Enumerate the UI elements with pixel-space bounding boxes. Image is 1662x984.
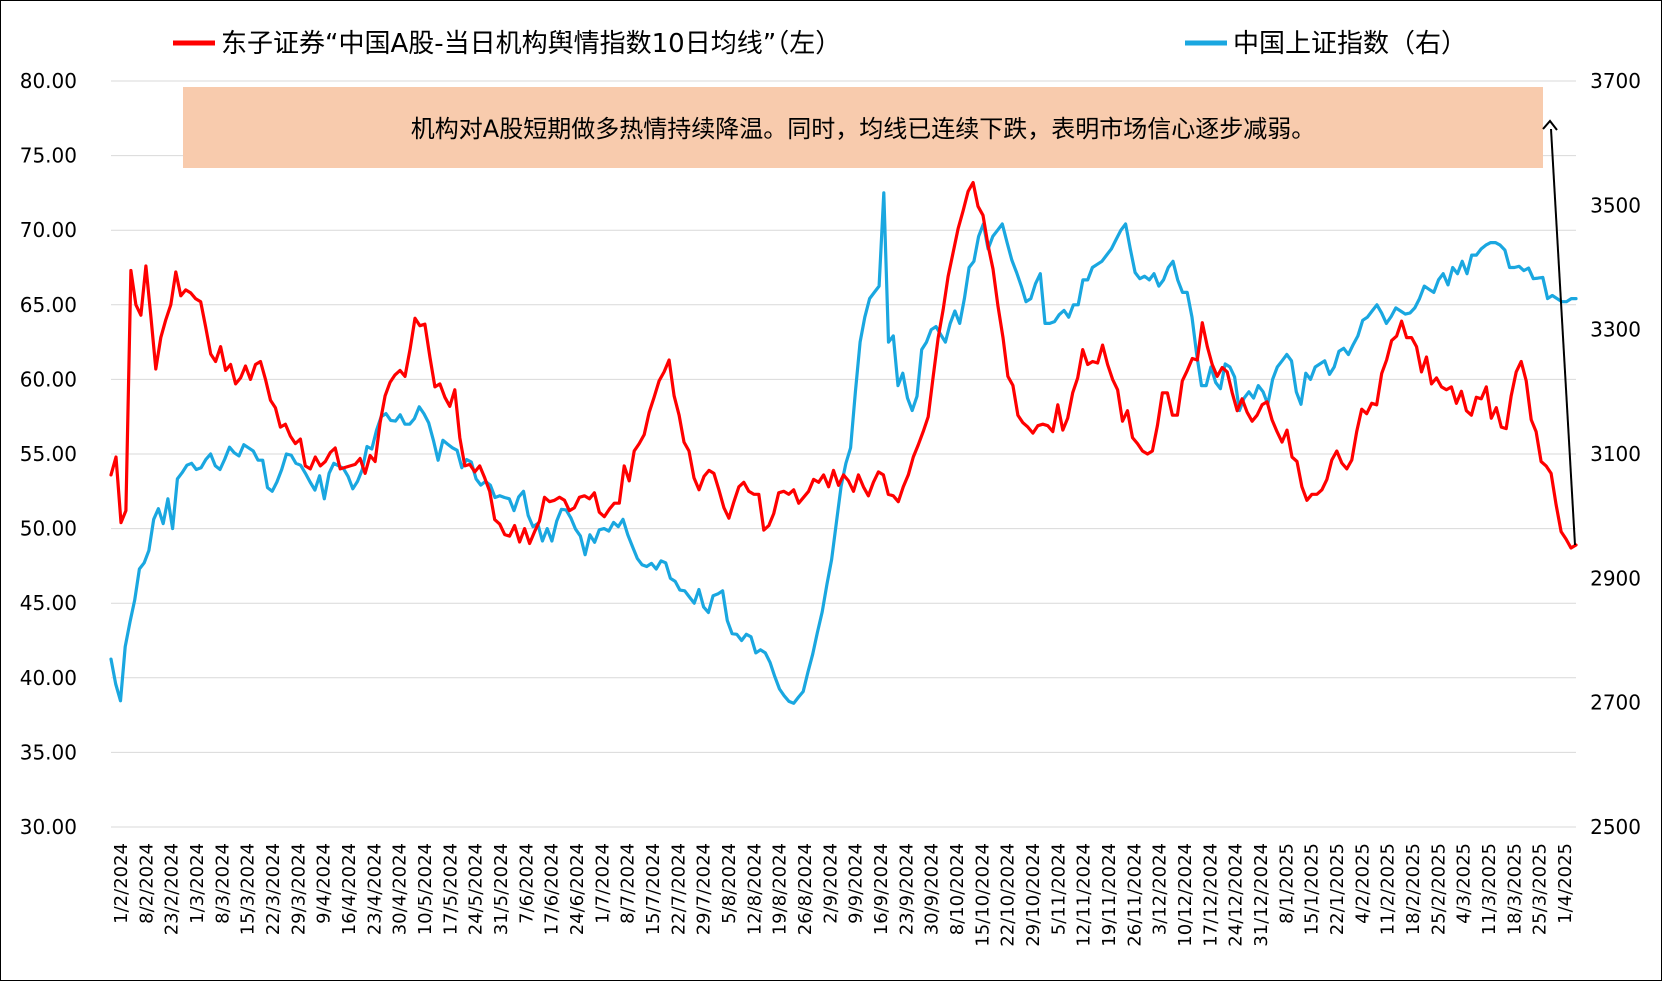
x-tick-label: 29/7/2024: [694, 843, 715, 935]
left-tick-label: 75.00: [20, 144, 77, 168]
x-tick-label: 8/7/2024: [618, 843, 639, 924]
x-tick-label: 3/12/2024: [1150, 843, 1171, 935]
x-tick-label: 16/4/2024: [339, 843, 360, 935]
x-tick-label: 18/2/2025: [1403, 843, 1424, 935]
x-tick-label: 5/11/2024: [1048, 843, 1069, 935]
right-tick-label: 3500: [1590, 193, 1641, 217]
legend-label-blue: 中国上证指数（右）: [1233, 29, 1467, 59]
x-tick-label: 9/4/2024: [314, 843, 335, 924]
right-tick-label: 2500: [1590, 815, 1641, 839]
x-tick-label: 30/4/2024: [390, 843, 411, 935]
x-tick-label: 1/7/2024: [592, 843, 613, 924]
x-tick-label: 15/1/2025: [1302, 843, 1323, 935]
left-tick-label: 60.00: [20, 367, 77, 391]
left-tick-label: 70.00: [20, 218, 77, 242]
left-tick-label: 80.00: [20, 69, 77, 93]
annotation-background: [183, 87, 1543, 168]
x-tick-label: 10/12/2024: [1175, 843, 1196, 947]
x-tick-label: 23/9/2024: [896, 843, 917, 935]
left-tick-label: 50.00: [20, 517, 77, 541]
x-tick-label: 12/11/2024: [1074, 843, 1095, 947]
x-tick-label: 8/10/2024: [947, 843, 968, 935]
x-tick-label: 26/11/2024: [1124, 843, 1145, 947]
x-tick-label: 25/3/2025: [1530, 843, 1551, 935]
annotation-box: 机构对A股短期做多热情持续降温。同时，均线已连续下跌，表明市场信心逐步减弱。: [183, 87, 1543, 168]
x-tick-label: 1/2/2024: [111, 843, 132, 924]
left-tick-label: 40.00: [20, 666, 77, 690]
legend-label-red: 东子证券“中国A股-当日机构舆情指数10日均线”（左）: [221, 29, 841, 59]
x-tick-label: 5/8/2024: [719, 843, 740, 924]
x-tick-label: 12/8/2024: [744, 843, 765, 935]
x-tick-label: 22/3/2024: [263, 843, 284, 935]
left-tick-label: 30.00: [20, 815, 77, 839]
x-tick-label: 4/2/2025: [1352, 843, 1373, 924]
x-tick-label: 16/9/2024: [871, 843, 892, 935]
x-tick-label: 7/6/2024: [516, 843, 537, 924]
x-tick-label: 15/10/2024: [972, 843, 993, 947]
x-tick-label: 22/7/2024: [668, 843, 689, 935]
x-tick-label: 1/3/2024: [187, 843, 208, 924]
x-tick-label: 17/12/2024: [1200, 843, 1221, 947]
x-tick-label: 30/9/2024: [922, 843, 943, 935]
x-tick-label: 24/6/2024: [567, 843, 588, 935]
x-tick-label: 22/1/2025: [1327, 843, 1348, 935]
x-tick-label: 29/3/2024: [288, 843, 309, 935]
annotation-arrow: [1542, 119, 1576, 546]
series-layer: [109, 180, 1578, 705]
arrow-head: [1542, 119, 1558, 131]
legend-item-red: 东子证券“中国A股-当日机构舆情指数10日均线”（左）: [173, 29, 841, 59]
left-tick-label: 55.00: [20, 442, 77, 466]
x-tick-label: 10/5/2024: [415, 843, 436, 935]
x-tick-label: 18/3/2025: [1504, 843, 1525, 935]
x-tick-label: 8/2/2024: [136, 843, 157, 924]
left-tick-label: 65.00: [20, 293, 77, 317]
right-tick-label: 3300: [1590, 318, 1641, 342]
x-tick-label: 1/4/2025: [1555, 843, 1576, 924]
right-tick-label: 3700: [1590, 69, 1641, 93]
x-tick-label: 22/10/2024: [998, 843, 1019, 947]
annotation-text: 机构对A股短期做多热情持续降温。同时，均线已连续下跌，表明市场信心逐步减弱。: [411, 115, 1315, 143]
x-tick-label: 11/2/2025: [1378, 843, 1399, 935]
x-tick-label: 26/8/2024: [795, 843, 816, 935]
left-tick-label: 45.00: [20, 591, 77, 615]
left-tick-label: 35.00: [20, 740, 77, 764]
x-tick-label: 23/2/2024: [162, 843, 183, 935]
x-tick-label: 8/3/2024: [212, 843, 233, 924]
x-tick-label: 24/5/2024: [466, 843, 487, 935]
right-tick-label: 3100: [1590, 442, 1641, 466]
legend-item-blue: 中国上证指数（右）: [1185, 29, 1467, 59]
x-tick-label: 15/3/2024: [238, 843, 259, 935]
x-tick-label: 23/4/2024: [364, 843, 385, 935]
x-tick-label: 17/6/2024: [542, 843, 563, 935]
x-tick-label: 31/5/2024: [491, 843, 512, 935]
x-tick-label: 15/7/2024: [643, 843, 664, 935]
x-tick-label: 8/1/2025: [1276, 843, 1297, 924]
right-axis-ticks: 2500 2700 2900 3100 3300 3500 3700: [1590, 69, 1641, 839]
x-tick-label: 9/9/2024: [846, 843, 867, 924]
x-axis-ticks: 1/2/2024 8/2/2024 23/2/2024 1/3/2024 8/3/202…: [111, 843, 1576, 947]
right-tick-label: 2900: [1590, 566, 1641, 590]
series-line-shanghai: [109, 191, 1578, 705]
x-tick-label: 19/11/2024: [1099, 843, 1120, 947]
x-tick-label: 24/12/2024: [1226, 843, 1247, 947]
x-tick-label: 17/5/2024: [440, 843, 461, 935]
x-tick-label: 4/3/2025: [1454, 843, 1475, 924]
x-tick-label: 19/8/2024: [770, 843, 791, 935]
legend: 东子证券“中国A股-当日机构舆情指数10日均线”（左） 中国上证指数（右）: [173, 29, 1467, 59]
left-axis-ticks: 30.00 35.00 40.00 45.00 50.00 55.00 60.00 65.00…: [20, 69, 77, 839]
x-tick-label: 25/2/2025: [1428, 843, 1449, 935]
right-tick-label: 2700: [1590, 691, 1641, 715]
x-tick-label: 31/12/2024: [1251, 843, 1272, 947]
x-tick-label: 2/9/2024: [820, 843, 841, 924]
x-tick-label: 11/3/2025: [1479, 843, 1500, 935]
arrow-line: [1550, 128, 1576, 546]
series-line-sentiment: [109, 180, 1578, 550]
x-tick-label: 29/10/2024: [1023, 843, 1044, 947]
